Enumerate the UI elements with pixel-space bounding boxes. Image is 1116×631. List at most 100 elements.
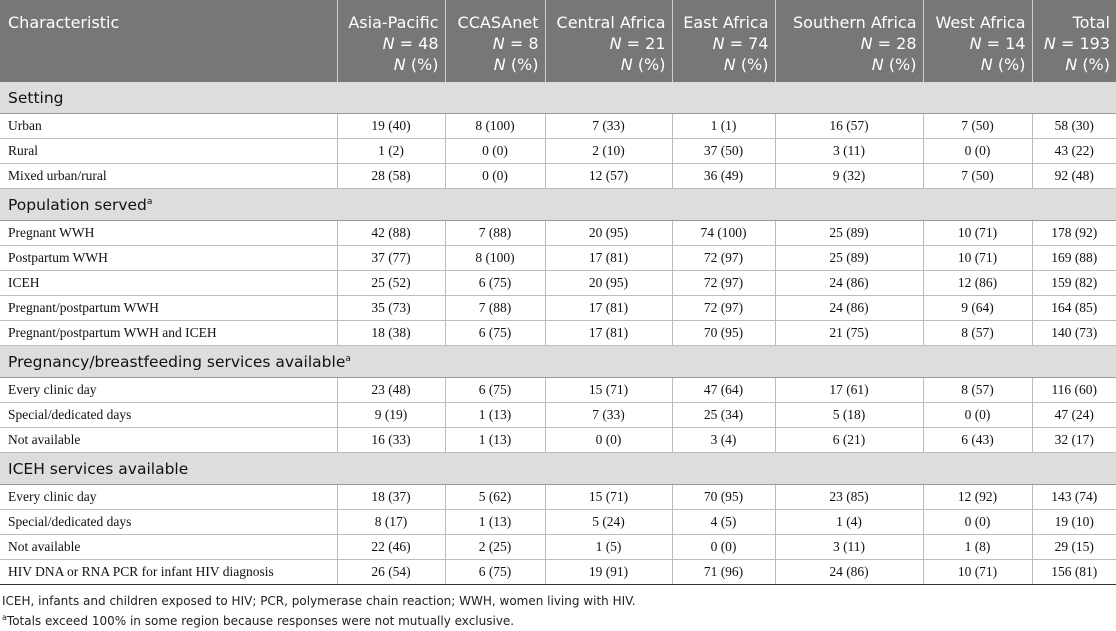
table-cell: 42 (88) (337, 220, 446, 246)
table-cell: 72 (97) (672, 270, 776, 296)
row-label: Pregnant/postpartum WWH and ICEH (0, 320, 338, 346)
header-label: Characteristic (8, 13, 120, 32)
n-symbol: N (1043, 34, 1056, 53)
table-body: Setting Urban 19 (40) 8 (100) 7 (33) 1 (1) 16 … (0, 82, 1116, 585)
table-row: Not available 22 (46) 2 (25) 1 (5) 0 (0) 3 (1… (0, 534, 1116, 560)
section-header-row: Pregnancy/breastfeeding services availab… (0, 345, 1116, 378)
section-header-row: Population serveda (0, 188, 1116, 221)
footnote-abbreviations-text: ICEH, infants and children exposed to HI… (2, 594, 636, 608)
header-unit: N (%) (338, 54, 439, 75)
header-unit: N (%) (1033, 54, 1110, 75)
header-unit: N (%) (446, 54, 539, 75)
table-cell: 47 (24) (1032, 402, 1116, 428)
table-cell: 19 (40) (337, 113, 446, 139)
table-cell: 20 (95) (545, 270, 673, 296)
section-title: Pregnancy/breastfeeding services availab… (0, 345, 1116, 378)
table-cell: 29 (15) (1032, 534, 1116, 560)
table-cell: 3 (4) (672, 427, 776, 453)
n-value: = 8 (509, 34, 539, 53)
row-label: Special/dedicated days (0, 402, 338, 428)
table-row: Special/dedicated days 8 (17) 1 (13) 5 (24)… (0, 509, 1116, 535)
table-cell: 70 (95) (672, 320, 776, 346)
table-cell: 1 (4) (775, 509, 924, 535)
table-cell: 5 (24) (545, 509, 673, 535)
table-cell: 9 (19) (337, 402, 446, 428)
table-cell: 0 (0) (923, 402, 1033, 428)
section-title-text: Population served (8, 195, 147, 214)
table-cell: 12 (57) (545, 163, 673, 189)
table-cell: 22 (46) (337, 534, 446, 560)
table-cell: 12 (86) (923, 270, 1033, 296)
row-label: Not available (0, 534, 338, 560)
row-label: Every clinic day (0, 377, 338, 403)
table-cell: 4 (5) (672, 509, 776, 535)
table-cell: 1 (13) (445, 427, 546, 453)
header-unit: N (%) (924, 54, 1026, 75)
table-cell: 24 (86) (775, 559, 924, 585)
header-column: East Africa N = 74 N (%) (672, 0, 776, 82)
table-cell: 1 (13) (445, 509, 546, 535)
table-cell: 8 (57) (923, 320, 1033, 346)
row-label: Every clinic day (0, 484, 338, 510)
n-symbol: N (1065, 55, 1078, 74)
table-row: Mixed urban/rural 28 (58) 0 (0) 12 (57) 36 (… (0, 163, 1116, 189)
table-cell: 1 (13) (445, 402, 546, 428)
table-cell: 7 (50) (923, 113, 1033, 139)
n-symbol: N (980, 55, 993, 74)
table-cell: 19 (10) (1032, 509, 1116, 535)
table-cell: 16 (33) (337, 427, 446, 453)
table-cell: 15 (71) (545, 484, 673, 510)
header-n: N = 8 (446, 33, 539, 54)
header-label: West Africa (935, 13, 1026, 32)
n-value: = 21 (626, 34, 666, 53)
table-row: Postpartum WWH 37 (77) 8 (100) 17 (81) 72 (9… (0, 245, 1116, 271)
table-cell: 0 (0) (672, 534, 776, 560)
header-n: N = 14 (924, 33, 1026, 54)
table-cell: 0 (0) (545, 427, 673, 453)
table-cell: 6 (75) (445, 270, 546, 296)
table-cell: 32 (17) (1032, 427, 1116, 453)
section-title-text: Setting (8, 88, 64, 107)
table-cell: 18 (37) (337, 484, 446, 510)
table-cell: 6 (21) (775, 427, 924, 453)
section-title-text: Pregnancy/breastfeeding services availab… (8, 352, 346, 371)
table-cell: 7 (33) (545, 113, 673, 139)
table-cell: 8 (17) (337, 509, 446, 535)
unit-value: (%) (1082, 55, 1110, 74)
table-cell: 3 (11) (775, 138, 924, 164)
table-cell: 19 (91) (545, 559, 673, 585)
table-cell: 12 (92) (923, 484, 1033, 510)
row-label: Pregnant WWH (0, 220, 338, 246)
table-cell: 25 (89) (775, 245, 924, 271)
section-header-row: Setting (0, 82, 1116, 114)
table-row: Every clinic day 23 (48) 6 (75) 15 (71) 47 (… (0, 377, 1116, 403)
table-cell: 10 (71) (923, 220, 1033, 246)
table-cell: 25 (89) (775, 220, 924, 246)
table-row: Special/dedicated days 9 (19) 1 (13) 7 (33)… (0, 402, 1116, 428)
table-cell: 28 (58) (337, 163, 446, 189)
table-cell: 2 (10) (545, 138, 673, 164)
n-symbol: N (969, 34, 982, 53)
table-cell: 23 (48) (337, 377, 446, 403)
table-cell: 6 (75) (445, 559, 546, 585)
table-row: Not available 16 (33) 1 (13) 0 (0) 3 (4) 6 (2… (0, 427, 1116, 453)
header-label: Southern Africa (793, 13, 917, 32)
n-symbol: N (609, 34, 622, 53)
header-characteristic: Characteristic (0, 0, 338, 82)
row-label: Not available (0, 427, 338, 453)
table-cell: 71 (96) (672, 559, 776, 585)
header-label: Asia-Pacific (348, 13, 439, 32)
table-cell: 5 (62) (445, 484, 546, 510)
n-symbol: N (723, 55, 736, 74)
table-cell: 35 (73) (337, 295, 446, 321)
table-cell: 20 (95) (545, 220, 673, 246)
table-cell: 140 (73) (1032, 320, 1116, 346)
table-cell: 17 (81) (545, 320, 673, 346)
table-cell: 0 (0) (923, 138, 1033, 164)
table-cell: 7 (33) (545, 402, 673, 428)
n-symbol: N (393, 55, 406, 74)
table-row: Urban 19 (40) 8 (100) 7 (33) 1 (1) 16 (57) 7 (… (0, 113, 1116, 139)
header-label: Central Africa (556, 13, 666, 32)
table-cell: 72 (97) (672, 245, 776, 271)
